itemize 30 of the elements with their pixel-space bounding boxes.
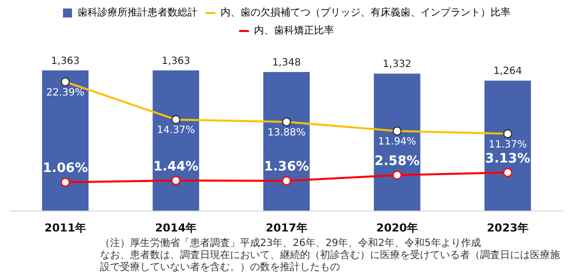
data-label: 11.94% [378, 136, 416, 148]
data-label: 1,332 [382, 59, 412, 70]
point [60, 178, 70, 187]
data-label: 11.37% [488, 139, 527, 150]
data-label: 3.13% [485, 151, 530, 166]
data-label: 1.44% [153, 159, 198, 174]
data-label: 14.37% [156, 125, 195, 136]
data-label: 1,363 [50, 56, 80, 68]
x-tick-label: 2017年 [266, 221, 308, 234]
text: なお、患者数は、調査日現在において、継続的（初診含む）に医療を受けている者（調査日には医療施設で受療していない者を含む。）の数を推計したもの [100, 250, 561, 274]
point [503, 168, 512, 178]
legend-label: 内、歯科矯正比率 [254, 24, 334, 37]
x-tick-label: 2020年 [376, 221, 418, 234]
legend-label: 歯科診療所推計患者数総計 [78, 6, 198, 19]
data-label: 22.39% [46, 87, 84, 98]
data-label: 1,264 [493, 66, 522, 78]
x-tick-label: 2014年 [155, 221, 197, 234]
data-label: 1,363 [162, 56, 190, 68]
legend-label: 内、歯の欠損補てつ（ブリッジ、有床義歯、インプラント）比率 [220, 6, 510, 19]
point [392, 170, 402, 180]
data-label: 1.06% [42, 161, 88, 176]
text: （注）厚生労働省「患者調査」平成23年、26年、29年、令和2年、令和5年より作成 [100, 238, 482, 250]
data-label: 1.36% [264, 160, 310, 175]
data-label: 1,348 [272, 58, 301, 69]
point [171, 176, 180, 186]
data-label: 2.58% [374, 154, 420, 169]
x-tick-label: 2011年 [44, 221, 86, 234]
point [282, 176, 292, 186]
x-tick-label: 2023年 [486, 221, 529, 234]
data-label: 13.88% [267, 127, 306, 138]
